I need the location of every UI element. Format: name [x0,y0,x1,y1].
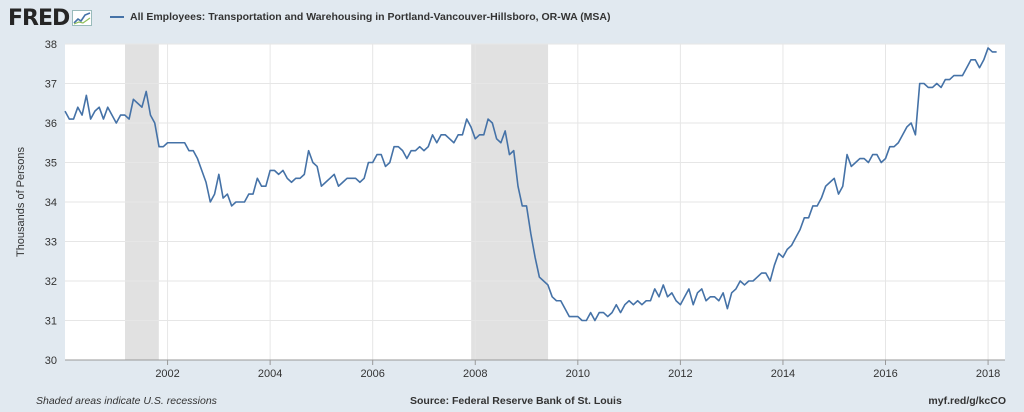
chart-legend: All Employees: Transportation and Wareho… [110,11,611,23]
y-tick-label-35: 35 [45,158,57,170]
x-tick-label-2012: 2012 [668,368,692,380]
short-link[interactable]: myf.red/g/kcCO [928,395,1006,407]
x-tick-label-2016: 2016 [873,368,897,380]
axes: 30 31 32 33 34 35 36 37 38 2002 2004 2006 2008 2010 20… [45,39,1005,380]
y-tick-label-36: 36 [45,118,57,130]
fred-logo-text: FRED [8,5,70,31]
y-axis-label: Thousands of Persons [15,146,27,257]
recession-note: Shaded areas indicate U.S. recessions [36,395,217,407]
x-tick-label-2018: 2018 [976,368,1000,380]
y-tick-label-38: 38 [45,39,57,51]
x-tick-label-2010: 2010 [566,368,590,380]
chart-header: FRED All Employees: Transportation and W… [0,0,1024,34]
x-tick-label-2002: 2002 [155,368,179,380]
x-tick-label-2008: 2008 [463,368,487,380]
grid-lines [65,43,1005,361]
legend-series-label: All Employees: Transportation and Wareho… [130,11,611,23]
y-tick-label-33: 33 [45,237,57,249]
series-lines [64,47,997,322]
x-tick-label-2014: 2014 [771,368,795,380]
y-tick-label-31: 31 [45,316,57,328]
source-credit: Source: Federal Reserve Bank of St. Loui… [410,395,622,407]
fred-logo-graph-icon [72,10,93,26]
y-tick-label-37: 37 [45,79,57,91]
y-tick-label-32: 32 [45,276,57,288]
series-line-1 [64,47,997,322]
x-tick-label-2006: 2006 [360,368,384,380]
y-tick-label-34: 34 [45,197,57,209]
y-tick-label-30: 30 [45,355,57,367]
fred-logo[interactable]: FRED [8,5,93,31]
x-tick-label-2004: 2004 [258,368,282,380]
legend-swatch [110,16,124,18]
